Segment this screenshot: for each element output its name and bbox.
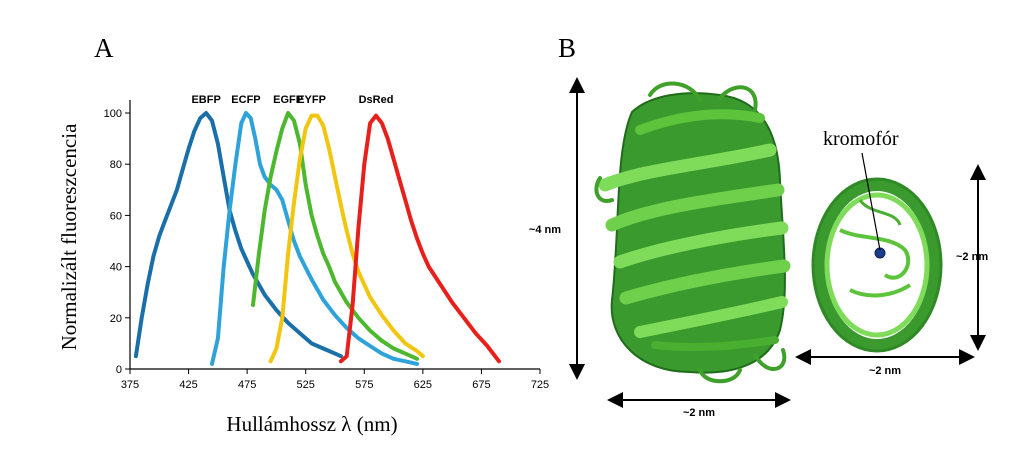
y-tick-label: 60 [110, 210, 122, 222]
series-line-ecfp [210, 111, 419, 366]
chart-axes [129, 100, 540, 370]
x-tick-label: 375 [121, 379, 139, 391]
y-tick-label: 40 [110, 262, 122, 274]
width-label: ~2 nm [683, 407, 715, 419]
x-tick-label: 475 [238, 379, 256, 391]
y-axis-label: Normalizált fluoreszcencia [57, 123, 81, 350]
beta-barrel-side-image [594, 81, 791, 384]
series-label-ecfp: ECFP [231, 94, 260, 106]
x-tick-label: 675 [472, 379, 490, 391]
y-tick-label: 20 [110, 313, 122, 325]
y-ticks: 0 20 40 60 80 100 [104, 108, 130, 376]
series-label-egfp: EGFP [273, 94, 303, 106]
series-line-eyfp [268, 113, 425, 364]
series-line-ebfp [133, 111, 343, 359]
series-line-egfp [251, 111, 419, 361]
x-axis-label: Hullámhossz λ (nm) [226, 412, 397, 436]
series-label-dsred: DsRed [359, 94, 394, 106]
x-tick-label: 725 [531, 379, 549, 391]
protein-top-view: kromofór ~2 nm ~2 nm [795, 128, 988, 377]
chromophore-label: kromofór [823, 128, 899, 150]
protein-side-view: ~4 nm ~2 nm [529, 77, 791, 419]
series-line-dsred [338, 113, 501, 364]
beta-barrel-top-image [811, 177, 943, 353]
series-label-eyfp: EYFP [297, 94, 326, 106]
x-tick-label: 575 [355, 379, 373, 391]
y-tick-label: 80 [110, 159, 122, 171]
x-tick-label: 425 [179, 379, 197, 391]
series-lines [133, 111, 501, 366]
x-tick-label: 625 [414, 379, 432, 391]
series-label-ebfp: EBFP [191, 94, 220, 106]
x-tick-label: 525 [297, 379, 315, 391]
y-tick-label: 0 [116, 364, 122, 376]
top-height-label: ~2 nm [956, 251, 988, 263]
y-tick-label: 100 [104, 108, 122, 120]
chromophore-pointer [861, 152, 881, 251]
fluorescence-chart: 0 20 40 60 80 100 375 425 475 525 575 625 675 725 EB… [57, 94, 549, 436]
panel-b-label: B [558, 33, 576, 63]
top-width-label: ~2 nm [869, 365, 901, 377]
x-ticks: 375 425 475 525 575 625 675 725 [121, 369, 549, 391]
panel-a-label: A [94, 33, 114, 63]
height-label: ~4 nm [529, 224, 561, 236]
